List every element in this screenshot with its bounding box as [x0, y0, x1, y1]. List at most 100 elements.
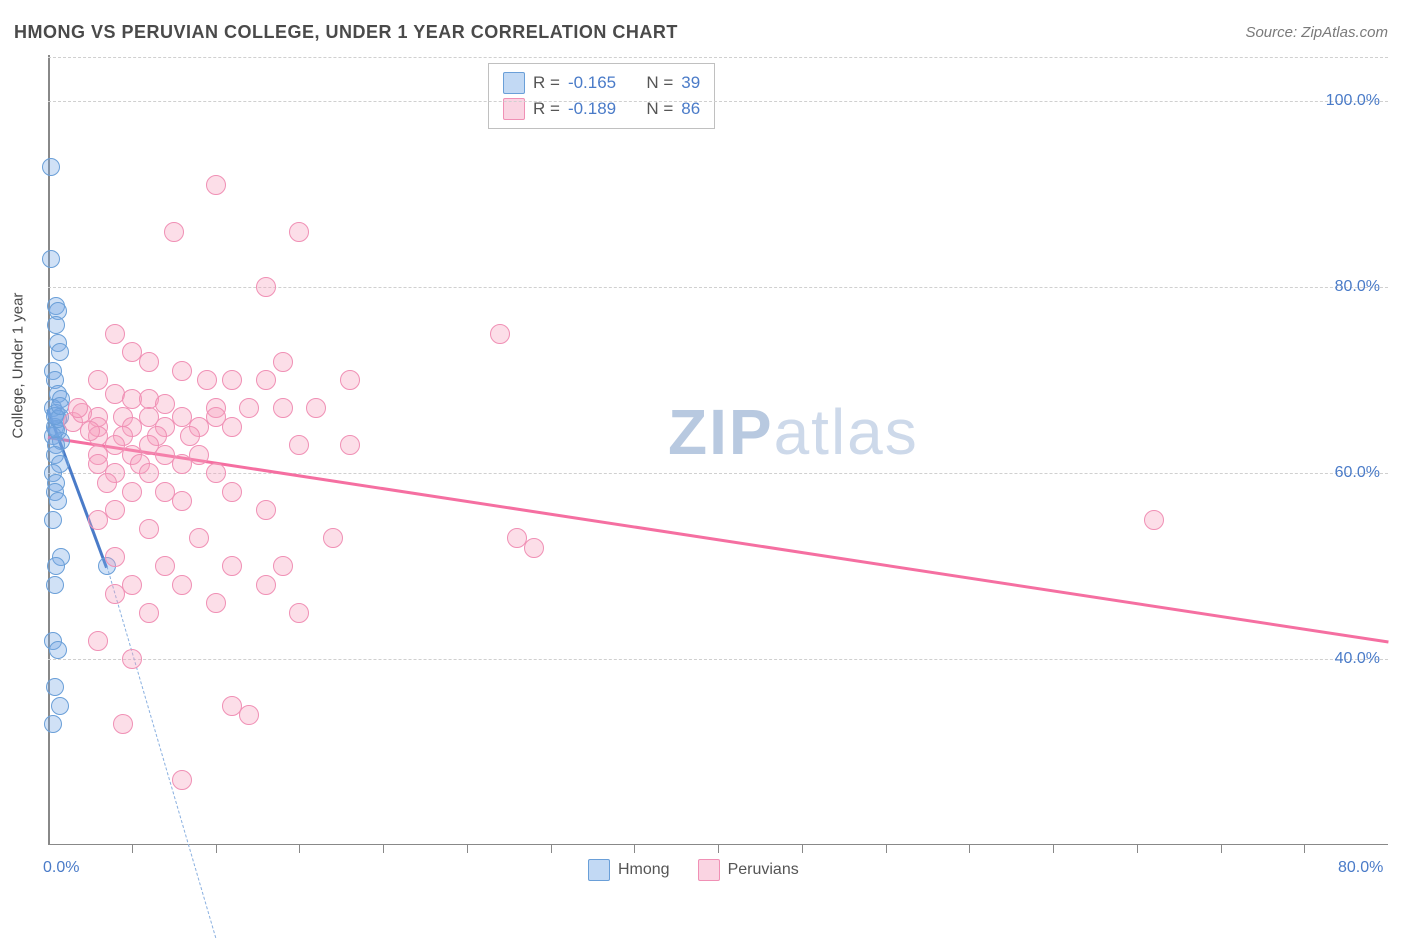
- data-point-peruvians: [113, 714, 133, 734]
- watermark: ZIPatlas: [668, 395, 919, 469]
- data-point-hmong: [44, 715, 62, 733]
- data-point-peruvians: [139, 603, 159, 623]
- data-point-peruvians: [189, 528, 209, 548]
- data-point-peruvians: [206, 463, 226, 483]
- data-point-peruvians: [172, 575, 192, 595]
- data-point-peruvians: [97, 473, 117, 493]
- data-point-peruvians: [139, 519, 159, 539]
- legend-swatch: [698, 859, 720, 881]
- stat-label: N =: [646, 73, 673, 93]
- n-value: 39: [681, 73, 700, 93]
- x-tick-label: 0.0%: [43, 859, 79, 877]
- data-point-peruvians: [88, 370, 108, 390]
- data-point-peruvians: [239, 398, 259, 418]
- data-point-hmong: [42, 158, 60, 176]
- swatch-blue: [503, 72, 525, 94]
- gridline-horizontal: [48, 473, 1388, 474]
- data-point-peruvians: [306, 398, 326, 418]
- data-point-peruvians: [340, 370, 360, 390]
- data-point-peruvians: [222, 556, 242, 576]
- stats-row: R = -0.189 N = 86: [503, 96, 700, 122]
- data-point-peruvians: [289, 222, 309, 242]
- data-point-peruvians: [256, 500, 276, 520]
- data-point-peruvians: [273, 398, 293, 418]
- y-tick-label: 100.0%: [1326, 92, 1380, 110]
- plot-area: ZIPatlas R = -0.165 N = 39R = -0.189 N =…: [48, 55, 1388, 845]
- legend-swatch: [588, 859, 610, 881]
- x-tick: [299, 845, 300, 853]
- data-point-hmong: [49, 492, 67, 510]
- data-point-peruvians: [490, 324, 510, 344]
- gridline-horizontal: [48, 57, 1388, 58]
- x-tick: [467, 845, 468, 853]
- y-axis-label: College, Under 1 year: [10, 293, 27, 439]
- gridline-horizontal: [48, 287, 1388, 288]
- x-tick: [383, 845, 384, 853]
- data-point-peruvians: [256, 575, 276, 595]
- gridline-horizontal: [48, 101, 1388, 102]
- data-point-peruvians: [180, 426, 200, 446]
- x-tick: [1221, 845, 1222, 853]
- data-point-peruvians: [206, 175, 226, 195]
- data-point-hmong: [42, 250, 60, 268]
- stats-row: R = -0.165 N = 39: [503, 70, 700, 96]
- data-point-peruvians: [172, 770, 192, 790]
- data-point-hmong: [47, 557, 65, 575]
- data-point-peruvians: [155, 556, 175, 576]
- chart-title: HMONG VS PERUVIAN COLLEGE, UNDER 1 YEAR …: [14, 22, 678, 43]
- data-point-hmong: [46, 576, 64, 594]
- chart-container: { "title": "HMONG VS PERUVIAN COLLEGE, U…: [0, 0, 1406, 892]
- series-legend: Hmong Peruvians: [588, 859, 799, 881]
- x-tick: [969, 845, 970, 853]
- data-point-peruvians: [222, 417, 242, 437]
- data-point-peruvians: [323, 528, 343, 548]
- data-point-peruvians: [239, 705, 259, 725]
- data-point-hmong: [51, 397, 69, 415]
- x-tick: [886, 845, 887, 853]
- data-point-peruvians: [197, 370, 217, 390]
- data-point-peruvians: [105, 547, 125, 567]
- data-point-peruvians: [206, 593, 226, 613]
- x-tick: [1053, 845, 1054, 853]
- data-point-peruvians: [1144, 510, 1164, 530]
- legend-label: Hmong: [618, 861, 670, 879]
- data-point-peruvians: [68, 398, 88, 418]
- data-point-peruvians: [105, 584, 125, 604]
- watermark-zip: ZIP: [668, 396, 774, 468]
- x-tick: [216, 845, 217, 853]
- x-tick: [132, 845, 133, 853]
- legend-item: Hmong: [588, 859, 670, 881]
- x-tick: [1137, 845, 1138, 853]
- data-point-peruvians: [139, 463, 159, 483]
- data-point-peruvians: [340, 435, 360, 455]
- data-point-hmong: [51, 343, 69, 361]
- legend-item: Peruvians: [698, 859, 799, 881]
- data-point-peruvians: [222, 482, 242, 502]
- data-point-peruvians: [222, 370, 242, 390]
- legend-label: Peruvians: [728, 861, 799, 879]
- x-tick: [551, 845, 552, 853]
- data-point-peruvians: [105, 324, 125, 344]
- data-point-peruvians: [88, 631, 108, 651]
- data-point-peruvians: [122, 649, 142, 669]
- data-point-peruvians: [256, 277, 276, 297]
- stats-legend-box: R = -0.165 N = 39R = -0.189 N = 86: [488, 63, 715, 129]
- data-point-peruvians: [164, 222, 184, 242]
- data-point-peruvians: [273, 352, 293, 372]
- data-point-hmong: [51, 697, 69, 715]
- x-tick: [802, 845, 803, 853]
- data-point-peruvians: [172, 454, 192, 474]
- x-tick: [1304, 845, 1305, 853]
- data-point-peruvians: [172, 361, 192, 381]
- stat-label: R =: [533, 73, 560, 93]
- data-point-peruvians: [256, 370, 276, 390]
- data-point-peruvians: [139, 352, 159, 372]
- data-point-peruvians: [172, 491, 192, 511]
- trend-line: [106, 567, 216, 939]
- x-tick-label: 80.0%: [1338, 859, 1383, 877]
- data-point-peruvians: [289, 603, 309, 623]
- data-point-peruvians: [273, 556, 293, 576]
- source-attribution: Source: ZipAtlas.com: [1245, 24, 1388, 41]
- data-point-peruvians: [155, 394, 175, 414]
- data-point-peruvians: [524, 538, 544, 558]
